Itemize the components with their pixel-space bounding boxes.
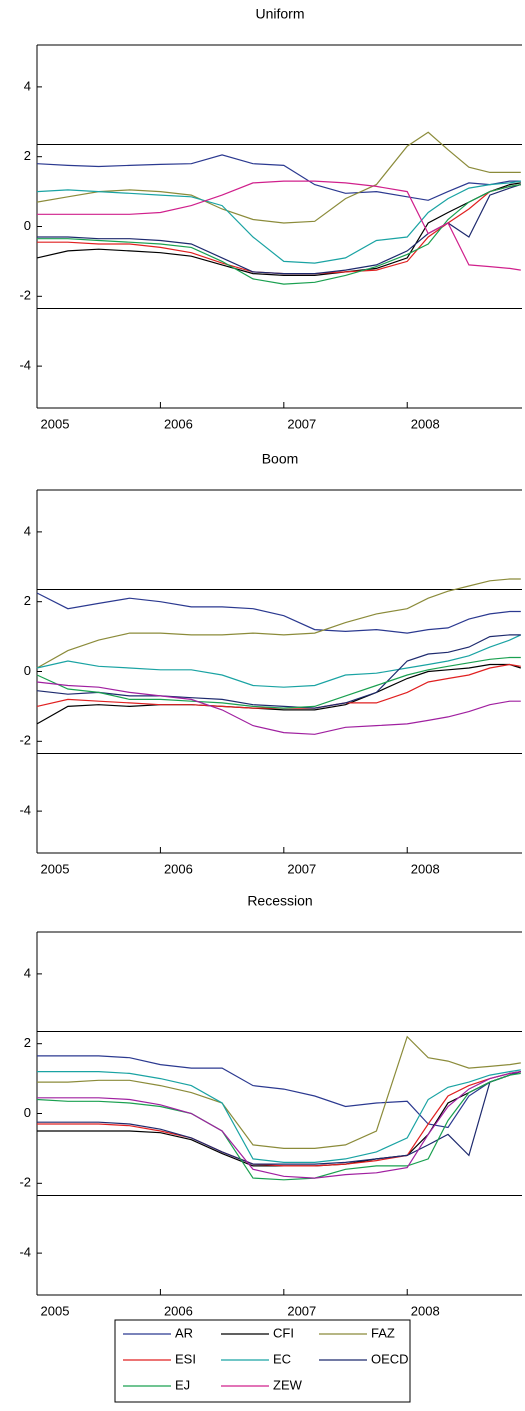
y-tick-label: -2 [19,733,31,748]
y-tick-label: -2 [19,288,31,303]
series-line [36,681,521,735]
y-tick-label: 4 [24,965,31,980]
series-line [36,578,521,669]
series-line [36,656,521,709]
series-line [37,1071,521,1167]
x-tick-label: 2008 [411,1303,440,1318]
legend-label: FAZ [371,1325,395,1340]
x-tick-label: 2007 [287,1303,316,1318]
x-tick-label: 2005 [41,1303,70,1318]
series-line [37,1055,521,1129]
y-tick-label: -4 [19,1245,31,1260]
y-tick-label: 2 [24,593,31,608]
series-line [37,180,521,271]
panel-title: Recession [247,893,312,909]
legend-box [114,1319,411,1403]
x-tick-label: 2008 [411,416,440,431]
series-line [37,1071,521,1179]
legend-label: OECD [371,1351,409,1366]
y-tick-label: 0 [24,663,31,678]
x-tick-label: 2005 [41,416,70,431]
legend-label: EC [273,1351,291,1366]
y-tick-label: 0 [24,1105,31,1120]
y-tick-label: 4 [24,523,31,538]
x-tick-label: 2006 [164,861,193,876]
y-tick-label: -4 [19,803,31,818]
y-tick-label: -2 [19,1175,31,1190]
series-line [37,184,521,275]
series-line [37,1069,521,1163]
y-tick-label: 4 [24,78,31,93]
x-tick-label: 2008 [411,861,440,876]
series-line [37,1071,521,1167]
legend-label: ZEW [273,1377,303,1392]
x-tick-label: 2005 [41,861,70,876]
legend-label: ESI [175,1351,196,1366]
series-line [36,154,521,201]
series-line [37,1035,521,1149]
panel-title: Boom [262,451,299,467]
y-tick-label: -4 [19,358,31,373]
y-tick-label: 2 [24,148,31,163]
series-line [37,184,521,285]
y-tick-label: 0 [24,218,31,233]
series-line [36,663,521,709]
legend-label: EJ [175,1377,190,1392]
series-line [36,131,521,224]
x-tick-label: 2007 [287,416,316,431]
series-line [36,663,521,725]
series-line [36,634,521,709]
legend-label: CFI [273,1325,294,1340]
series-line [36,592,521,634]
x-tick-label: 2007 [287,861,316,876]
legend-label: AR [175,1325,193,1340]
x-tick-label: 2006 [164,416,193,431]
series-line [36,180,521,264]
series-line [37,1071,521,1165]
series-line [36,182,521,276]
y-tick-label: 2 [24,1035,31,1050]
x-tick-label: 2006 [164,1303,193,1318]
series-line [36,634,522,688]
panel-title: Uniform [255,6,304,22]
